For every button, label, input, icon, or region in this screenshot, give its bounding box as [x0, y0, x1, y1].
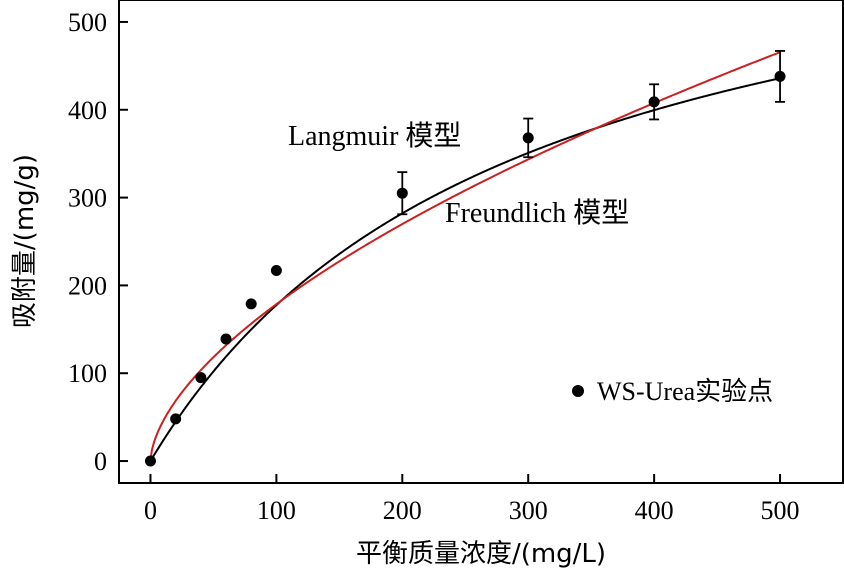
data-point	[220, 333, 232, 345]
plot-frame	[118, 0, 844, 484]
data-point	[396, 187, 408, 199]
x-tick-label: 500	[761, 496, 800, 525]
data-points	[144, 70, 786, 467]
x-tick-label: 300	[509, 496, 548, 525]
data-point	[245, 298, 257, 310]
freundlich-curve	[149, 51, 781, 462]
y-axis-title: 吸附量/(mg/g)	[10, 154, 40, 328]
data-point	[774, 70, 786, 82]
legend-marker	[572, 385, 584, 397]
x-axis-title: 平衡质量浓度/(mg/L)	[356, 539, 606, 569]
x-axis-ticks: 0 100 200 300 400 500	[144, 474, 800, 525]
x-tick-label: 0	[144, 496, 157, 525]
legend-label: WS-Urea实验点	[597, 377, 773, 406]
legend: WS-Urea实验点	[572, 377, 773, 406]
y-tick-label: 500	[68, 8, 107, 37]
data-point	[648, 96, 660, 108]
x-tick-label: 400	[635, 496, 674, 525]
data-point	[270, 264, 282, 276]
y-tick-label: 300	[68, 184, 107, 213]
data-point	[195, 372, 207, 384]
langmuir-curve	[149, 77, 781, 462]
data-point	[170, 413, 182, 425]
x-tick-label: 200	[383, 496, 422, 525]
y-axis-ticks: 0 100 200 300 400 500	[68, 8, 128, 476]
annotation-langmuir: Langmuir 模型	[288, 120, 461, 152]
y-tick-label: 200	[68, 271, 107, 300]
data-point	[522, 132, 534, 144]
x-tick-label: 100	[257, 496, 296, 525]
y-tick-label: 0	[94, 447, 107, 476]
data-point	[144, 455, 156, 467]
model-curves	[149, 51, 781, 462]
annotation-freundlich: Freundlich 模型	[445, 197, 629, 229]
y-tick-label: 400	[68, 96, 107, 125]
y-tick-label: 100	[68, 359, 107, 388]
